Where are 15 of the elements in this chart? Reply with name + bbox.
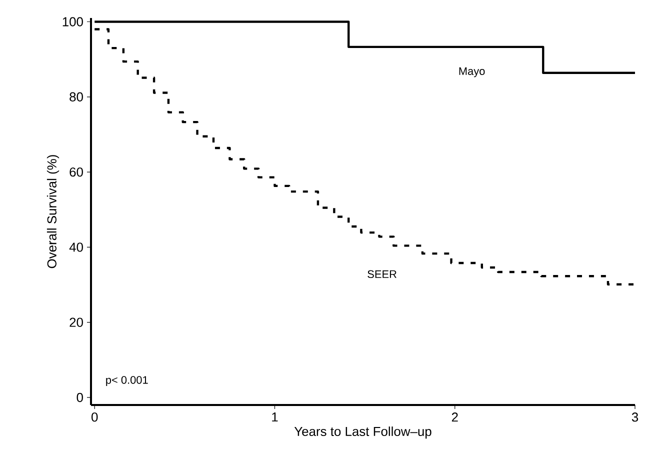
x-tick-label: 3 xyxy=(632,412,638,422)
y-axis-title: Overall Survival (%) xyxy=(46,155,60,268)
annotation: p< 0.001 xyxy=(106,376,148,386)
y-tick-label: 0 xyxy=(76,392,83,402)
x-tick-label: 1 xyxy=(272,412,278,422)
y-tick-label: 20 xyxy=(70,318,83,327)
series-label: Mayo xyxy=(459,67,485,78)
y-tick-label: 60 xyxy=(70,167,83,177)
text: SEER xyxy=(368,270,396,278)
y-tick-label: 80 xyxy=(70,92,83,102)
x-axis-title: Years to Last Follow–up xyxy=(294,426,432,439)
y-tick-label: 100 xyxy=(62,17,83,26)
x-tick-label: 0 xyxy=(92,412,98,422)
x-tick-label: 2 xyxy=(452,412,458,422)
y-tick-label: 40 xyxy=(69,242,83,252)
